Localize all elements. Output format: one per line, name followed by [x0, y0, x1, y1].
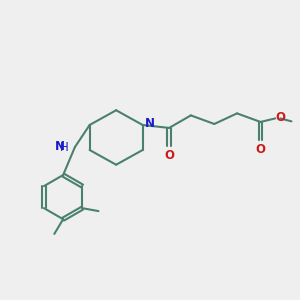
Text: O: O: [276, 111, 286, 124]
Text: O: O: [164, 149, 174, 162]
Text: H: H: [60, 141, 68, 154]
Text: N: N: [55, 140, 64, 153]
Text: N: N: [145, 117, 155, 130]
Text: O: O: [256, 143, 266, 156]
